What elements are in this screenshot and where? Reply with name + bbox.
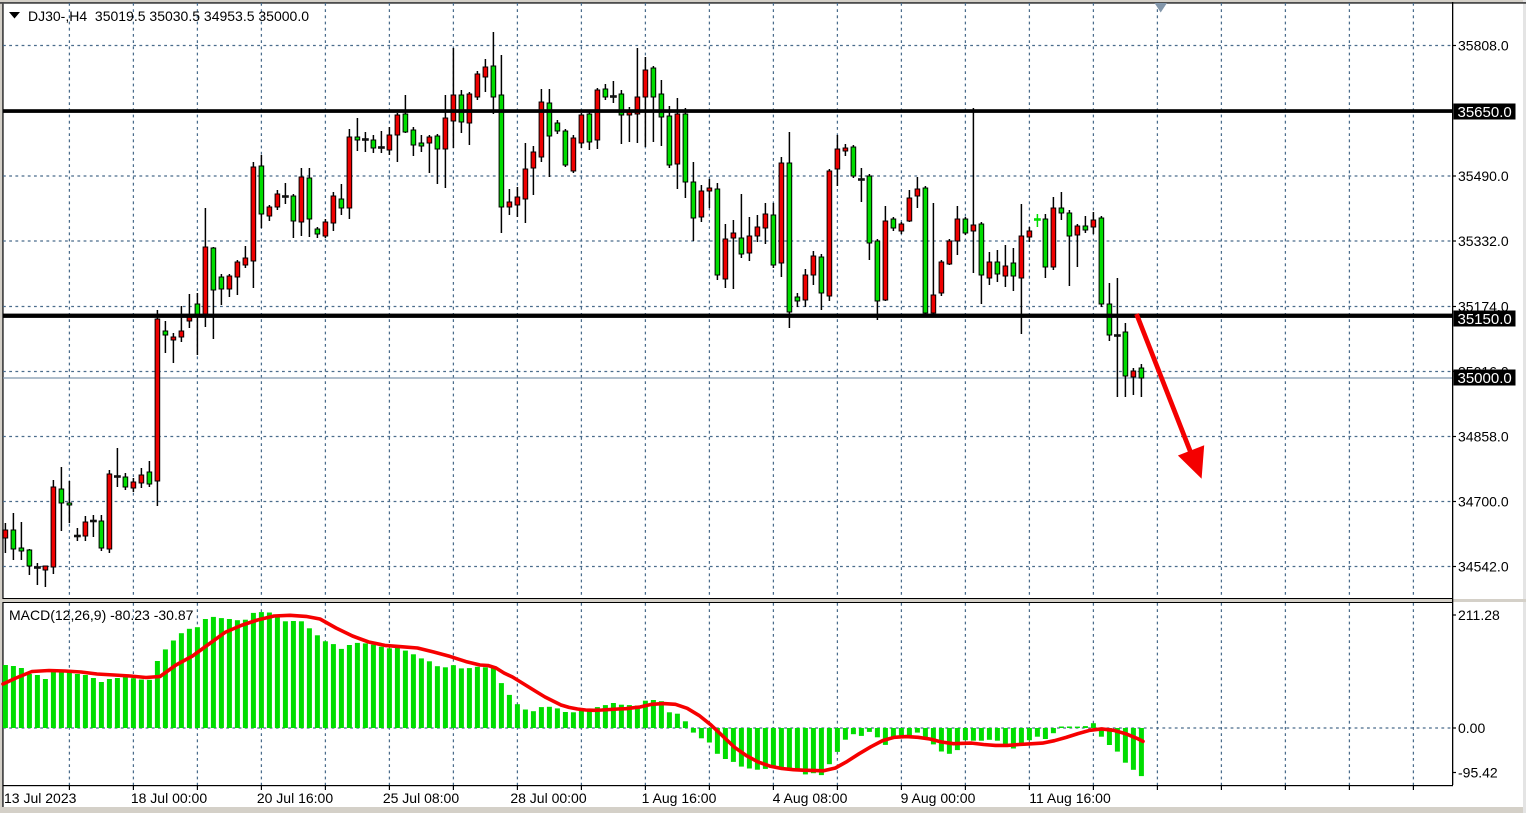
svg-text:34858.0: 34858.0 [1458, 429, 1509, 445]
svg-text:35000.0: 35000.0 [1458, 370, 1512, 387]
svg-text:1 Aug 16:00: 1 Aug 16:00 [642, 790, 717, 806]
svg-text:34542.0: 34542.0 [1458, 559, 1509, 575]
svg-text:MACD(12,26,9) -80.23 -30.87: MACD(12,26,9) -80.23 -30.87 [9, 607, 194, 623]
svg-text:28 Jul 00:00: 28 Jul 00:00 [510, 790, 586, 806]
svg-text:35490.0: 35490.0 [1458, 168, 1509, 184]
svg-text:-95.42: -95.42 [1458, 765, 1498, 781]
svg-text:DJ30-,H4 35019.5 35030.5 3495: DJ30-,H4 35019.5 35030.5 34953.5 35000.0 [28, 8, 309, 24]
svg-text:4 Aug 08:00: 4 Aug 08:00 [773, 790, 848, 806]
svg-text:0.00: 0.00 [1458, 720, 1485, 736]
svg-text:35150.0: 35150.0 [1458, 311, 1512, 328]
svg-text:20 Jul 16:00: 20 Jul 16:00 [257, 790, 333, 806]
svg-text:13 Jul 2023: 13 Jul 2023 [4, 790, 77, 806]
svg-text:35332.0: 35332.0 [1458, 233, 1509, 249]
svg-text:35650.0: 35650.0 [1458, 104, 1512, 121]
svg-text:18 Jul 00:00: 18 Jul 00:00 [131, 790, 207, 806]
svg-text:34700.0: 34700.0 [1458, 494, 1509, 510]
svg-text:11 Aug 16:00: 11 Aug 16:00 [1029, 790, 1111, 806]
svg-text:9 Aug 00:00: 9 Aug 00:00 [901, 790, 976, 806]
svg-text:25 Jul 08:00: 25 Jul 08:00 [383, 790, 459, 806]
svg-text:35808.0: 35808.0 [1458, 38, 1509, 54]
svg-text:211.28: 211.28 [1458, 607, 1500, 623]
